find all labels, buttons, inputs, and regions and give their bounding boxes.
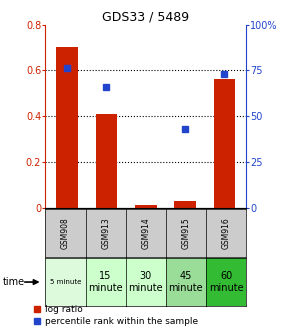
Text: GSM915: GSM915 [181,217,190,249]
Text: GSM913: GSM913 [101,217,110,249]
Text: 60
minute: 60 minute [209,271,243,293]
Text: 5 minute: 5 minute [50,279,81,285]
Text: 15
minute: 15 minute [88,271,123,293]
Bar [56,47,78,208]
Text: time: time [3,277,25,287]
Bar [135,205,156,208]
Text: 45
minute: 45 minute [168,271,203,293]
Legend: log ratio, percentile rank within the sample: log ratio, percentile rank within the sa… [34,305,198,326]
Bar [96,114,117,208]
Bar [174,201,196,208]
Bar [214,79,235,208]
Text: GSM916: GSM916 [222,217,231,249]
Text: 30
minute: 30 minute [128,271,163,293]
Title: GDS33 / 5489: GDS33 / 5489 [102,10,189,23]
Text: GSM908: GSM908 [61,217,70,249]
Text: GSM914: GSM914 [141,217,150,249]
